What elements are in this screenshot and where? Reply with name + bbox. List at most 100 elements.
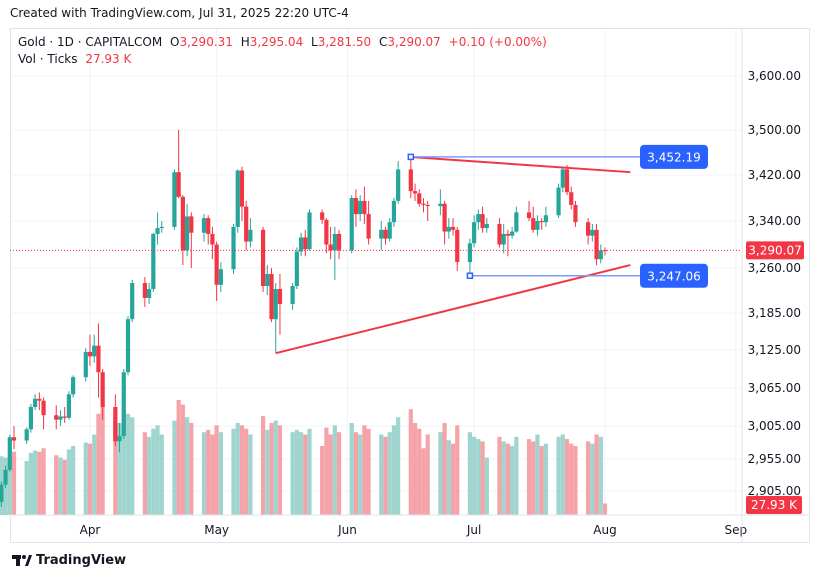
volume-bar [142,432,147,515]
candle-body [328,244,333,251]
candle-body [366,214,371,239]
volume-bar [560,434,565,515]
candle-body [146,289,152,298]
candle-body [307,212,312,250]
last-price-badge [746,241,804,260]
marker-label: 3,247.06 [647,269,700,283]
volume-bar [290,432,295,515]
volume-bar [564,439,570,515]
candle-body [176,172,181,197]
volume-bar [349,423,354,515]
candle-body [87,351,93,357]
candle-body [396,169,401,201]
volume-bar [586,441,591,515]
volume-bar [396,417,401,515]
candle-body [96,345,101,373]
volume-bar [159,434,164,515]
candle-body [58,416,63,420]
candle-body [442,203,447,232]
candle-body [421,203,426,205]
volume-bar [362,425,367,515]
candle-body [214,244,219,285]
candle-body [92,345,97,357]
candle-body [172,172,177,227]
candle-body [505,233,511,236]
volume-bar [260,416,266,515]
volume-bar [248,434,253,515]
time-tick-label: Aug [593,523,616,537]
legend-high-label: H [240,35,250,49]
volume-bar [83,442,88,515]
legend: Gold · 1D · CAPITALCOM O3,290.31 H3,295.… [18,34,547,68]
candle-body [210,233,215,245]
candle-body [33,398,38,407]
volume-bar [273,420,278,515]
candle-body [37,398,42,401]
candle-body [417,193,422,204]
volume-bar [594,434,599,515]
volume-bar [96,413,101,515]
marker-label: 3,452.19 [647,150,700,164]
candles [0,130,608,507]
candle-body [24,429,29,441]
volume-bar [184,417,190,515]
volume-bar [62,459,67,515]
price-tick-label: 3,185.00 [748,306,801,320]
candle-body [142,283,147,298]
candle-body [11,437,17,441]
candle-body [7,437,12,470]
candle-body [391,200,397,223]
volume-bar [307,428,312,515]
time-tick-label: Apr [80,523,101,537]
candle-body [100,372,105,407]
time-tick-label: May [204,523,229,537]
legend-change: +0.10 (+0.00%) [448,35,547,49]
candle-body [206,218,211,234]
candle-body [290,286,295,304]
candle-body [455,229,460,263]
volume-bar [467,432,473,515]
volume-bar [505,443,511,515]
last-volume-label: 27.93 K [751,498,798,512]
volume-bar [569,443,574,515]
time-tick-label: Sep [725,523,748,537]
volume-bar [602,503,608,515]
volume-bar [417,428,422,515]
candle-body [586,222,591,236]
legend-open-label: O [170,35,180,49]
volume-bar [239,425,245,515]
price-tick-label: 2,955.00 [748,452,801,466]
volume-bars [0,400,608,515]
trendline [275,264,631,355]
volume-bar [66,449,71,515]
candle-body [3,469,8,485]
candle-body [0,484,4,502]
candle-body [248,229,253,242]
price-tick-label: 3,340.00 [748,214,801,228]
candle-body [569,192,574,205]
candle-body [320,212,325,220]
volume-bar [41,448,46,515]
candle-body [235,170,240,227]
candle-body [556,187,561,216]
candle-body [560,169,565,188]
candle-body [298,237,304,252]
volume-bar [412,423,418,515]
candle-body [531,218,536,230]
legend-close-label: C [378,35,388,49]
volume-bar [366,428,371,515]
candle-body [130,283,135,320]
candle-body [501,233,506,245]
volume-bar [303,434,308,515]
chart-frame [10,28,810,543]
candle-body [408,169,413,192]
volume-bar [590,443,595,515]
volume-bar [383,436,388,515]
footer-brand[interactable]: TradingView [12,553,126,568]
candle-body [54,415,59,420]
candle-body [598,250,603,260]
candle-body [303,237,308,250]
volume-bar [265,429,270,515]
legend-volume-row: Vol · Ticks 27.93 K [18,51,547,68]
